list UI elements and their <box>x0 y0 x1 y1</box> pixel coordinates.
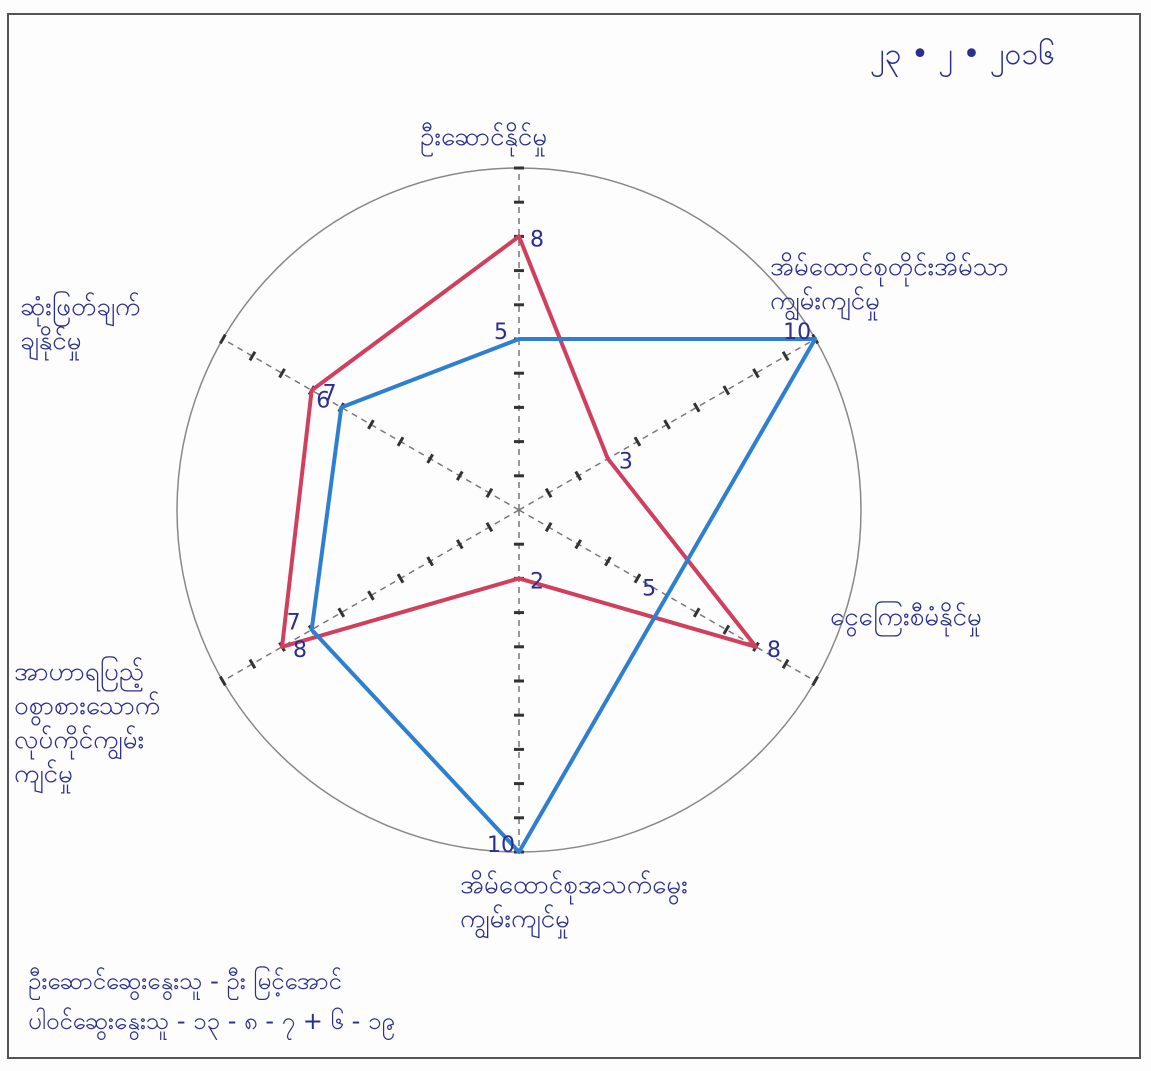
tick-mark <box>428 454 433 463</box>
axis-label: ငွေကြေးစီမံနိုင်မှု <box>830 600 982 634</box>
tick-mark <box>694 608 699 617</box>
value-label: 10 <box>783 320 811 345</box>
value-label: 8 <box>293 638 307 663</box>
tick-mark <box>546 489 551 498</box>
tick-mark <box>398 574 403 583</box>
tick-mark <box>368 420 373 429</box>
tick-mark <box>487 489 492 498</box>
tick-mark <box>368 591 373 600</box>
tick-mark <box>724 625 729 634</box>
tick-mark <box>428 557 433 566</box>
tick-mark <box>339 608 344 617</box>
axis-label: အာဟာရပြည့် ဝစွာစားသောက် လုပ်ကိုင်ကျွမ်း … <box>14 655 160 791</box>
tick-mark <box>280 369 285 378</box>
axis-label: ဆုံးဖြတ်ချက် ချနိုင်မှု <box>20 290 140 358</box>
page: 83828751051076 ၂၃ • ၂ • ၂၀၁၆ ဦးဆောင်ဆွေး… <box>0 0 1151 1071</box>
tick-mark <box>635 437 640 446</box>
tick-mark <box>457 540 462 549</box>
tick-mark <box>753 369 758 378</box>
footer-line: ဦးဆောင်ဆွေးနွေးသူ - ဦး မြင့်အောင် <box>28 965 342 997</box>
tick-mark <box>220 677 225 686</box>
tick-mark <box>813 677 818 686</box>
footer-line: ပါဝင်ဆွေးနွေးသူ - ၁၃ - ၈ - ၇ + ၆ - ၁၉ <box>28 1005 395 1037</box>
tick-mark <box>605 557 610 566</box>
value-label: 6 <box>316 388 330 413</box>
tick-mark <box>546 523 551 532</box>
series-polygon <box>312 339 816 852</box>
tick-mark <box>724 386 729 395</box>
tick-mark <box>220 335 225 344</box>
value-label: 10 <box>487 833 515 858</box>
tick-mark <box>487 523 492 532</box>
tick-mark <box>457 471 462 480</box>
value-label: 8 <box>530 227 544 252</box>
value-label: 5 <box>642 577 656 602</box>
tick-mark <box>783 660 788 669</box>
axis-label: အိမ်ထောင်စုအသက်မွေး ကျွမ်းကျင်မှု <box>460 868 688 936</box>
value-label: 5 <box>494 320 508 345</box>
tick-mark <box>398 437 403 446</box>
tick-mark <box>250 660 255 669</box>
value-label: 3 <box>619 450 633 475</box>
tick-mark <box>694 403 699 412</box>
value-label: 2 <box>530 569 544 594</box>
tick-mark <box>576 540 581 549</box>
value-label: 8 <box>767 638 781 663</box>
tick-mark <box>635 574 640 583</box>
date: ၂၃ • ၂ • ၂၀၁၆ <box>870 38 1055 72</box>
tick-mark <box>576 471 581 480</box>
tick-mark <box>783 352 788 361</box>
tick-mark <box>250 352 255 361</box>
axis-label: အိမ်ထောင်စုတိုင်းအိမ်သာ ကျွမ်းကျင်မှု <box>770 250 1009 318</box>
value-label: 7 <box>287 611 301 636</box>
axis-label: ဦးဆောင်နိုင်မှု <box>420 120 547 154</box>
tick-mark <box>665 420 670 429</box>
